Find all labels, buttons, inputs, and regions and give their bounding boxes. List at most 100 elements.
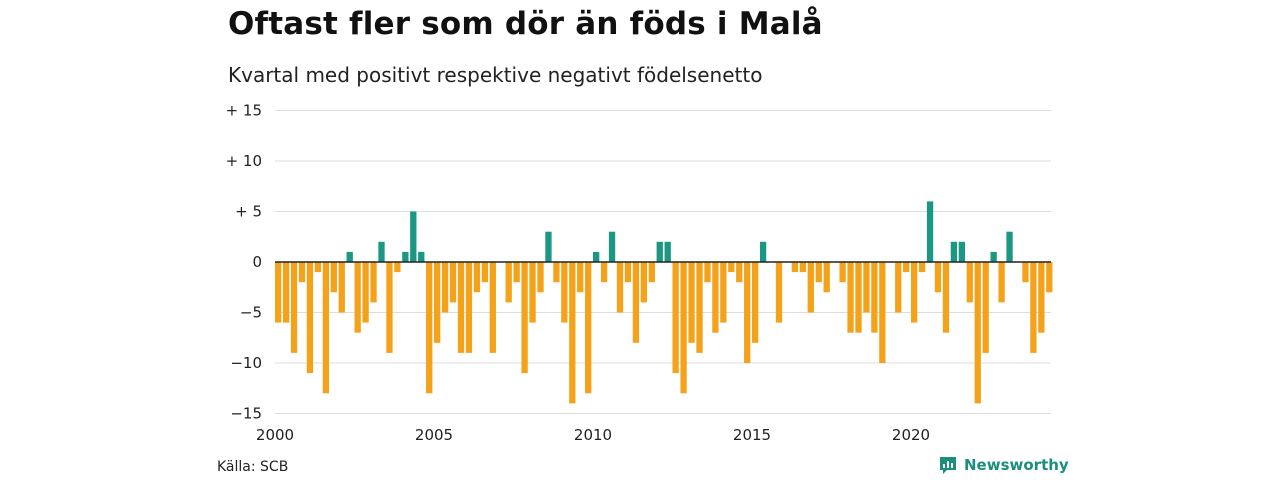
y-tick-label: + 15 xyxy=(226,102,262,120)
x-tick-label: 2020 xyxy=(892,426,930,444)
bar-negative xyxy=(632,262,640,343)
y-tick-label: −5 xyxy=(240,304,262,322)
bar-negative xyxy=(600,262,608,283)
bar-negative xyxy=(577,262,584,293)
bar-negative xyxy=(569,262,576,404)
bar-negative xyxy=(521,262,528,374)
bar-negative xyxy=(815,262,822,283)
bar-negative xyxy=(863,262,870,313)
bar-positive xyxy=(593,251,600,262)
bar-negative xyxy=(903,262,910,273)
bar-negative xyxy=(449,262,457,303)
bar-positive xyxy=(346,251,353,262)
bar-negative xyxy=(974,262,981,404)
y-tick-label: + 5 xyxy=(235,203,262,221)
bar-negative xyxy=(330,262,337,293)
bar-negative xyxy=(807,262,814,313)
bar-negative xyxy=(799,262,806,273)
bar-positive xyxy=(410,211,417,262)
bar-positive xyxy=(656,241,663,262)
y-axis-labels: + 15 + 10 + 5 0 −5 −10 −15 xyxy=(226,102,262,423)
bar-negative xyxy=(481,262,488,283)
bar-negative xyxy=(736,262,743,283)
bar-negative xyxy=(648,262,655,283)
bar-negative xyxy=(362,262,369,323)
bar-negative xyxy=(998,262,1005,303)
newsworthy-logo-icon xyxy=(940,457,956,474)
bar-negative xyxy=(918,262,926,273)
brand-name: Newsworthy xyxy=(964,456,1069,474)
bar-chart: + 15 + 10 + 5 0 −5 −10 −15 2000 2005 2010 2015 202… xyxy=(226,102,1053,444)
bar-negative xyxy=(489,262,496,353)
bar-negative xyxy=(290,262,298,353)
bar-negative xyxy=(441,262,449,313)
bar-negative xyxy=(338,262,345,313)
bar-positive xyxy=(950,241,958,262)
bar-positive xyxy=(418,251,425,262)
bar-negative xyxy=(855,262,862,333)
bar-negative xyxy=(370,262,377,303)
bar-positive xyxy=(378,241,385,262)
bar-negative xyxy=(966,262,973,303)
bar-negative xyxy=(688,262,695,343)
brand-logo[interactable]: Newsworthy xyxy=(938,455,1069,475)
bar-negative xyxy=(354,262,361,333)
bar-negative xyxy=(1022,262,1029,283)
bar-negative xyxy=(434,262,441,343)
source-note: Källa: SCB xyxy=(217,459,289,475)
bar-negative xyxy=(282,262,290,323)
bar-negative xyxy=(775,262,783,323)
bar-negative xyxy=(879,262,886,363)
bar-positive xyxy=(926,201,934,262)
bar-negative xyxy=(895,262,902,313)
x-tick-label: 2010 xyxy=(574,426,612,444)
gridlines xyxy=(275,110,1051,414)
bar-negative xyxy=(728,262,735,273)
y-tick-label: 0 xyxy=(252,253,262,271)
x-tick-label: 2005 xyxy=(415,426,453,444)
bar-negative xyxy=(624,262,632,283)
y-tick-label: + 10 xyxy=(226,152,262,170)
bar-negative xyxy=(306,262,314,374)
bar-positive xyxy=(958,241,965,262)
bar-negative xyxy=(529,262,536,323)
bar-positive xyxy=(1006,231,1013,262)
bar-negative xyxy=(680,262,687,394)
bar-negative xyxy=(1038,262,1045,333)
bar-negative xyxy=(537,262,544,293)
bar-negative xyxy=(672,262,679,374)
bar-negative xyxy=(791,262,799,273)
bar-negative xyxy=(752,262,759,343)
bar-negative xyxy=(696,262,703,353)
bar-negative xyxy=(585,262,592,394)
bar-negative xyxy=(465,262,473,353)
x-tick-label: 2000 xyxy=(256,426,294,444)
bar-positive xyxy=(759,241,767,262)
chart-title: Oftast fler som dör än föds i Malå xyxy=(228,6,823,42)
bar-negative xyxy=(322,262,329,394)
bar-negative xyxy=(720,262,727,323)
bar-negative xyxy=(473,262,481,293)
bar-negative xyxy=(704,262,711,283)
bar-negative xyxy=(426,262,433,394)
bar-positive xyxy=(664,241,671,262)
bar-negative xyxy=(712,262,719,333)
bar-negative xyxy=(386,262,393,353)
bar-negative xyxy=(314,262,322,273)
bar-negative xyxy=(871,262,878,333)
bar-negative xyxy=(298,262,306,283)
bar-negative xyxy=(275,262,282,323)
bar-positive xyxy=(402,251,409,262)
bar-negative xyxy=(982,262,989,353)
bar-positive xyxy=(990,251,997,262)
bar-negative xyxy=(505,262,512,303)
bar-negative xyxy=(839,262,846,283)
bar-positive xyxy=(608,231,616,262)
bar-negative xyxy=(640,262,647,303)
y-tick-label: −15 xyxy=(230,405,262,423)
bar-positive xyxy=(545,231,552,262)
bar-negative xyxy=(1046,262,1053,293)
bar-negative xyxy=(561,262,568,323)
bar-negative xyxy=(553,262,560,283)
bars xyxy=(275,201,1053,404)
